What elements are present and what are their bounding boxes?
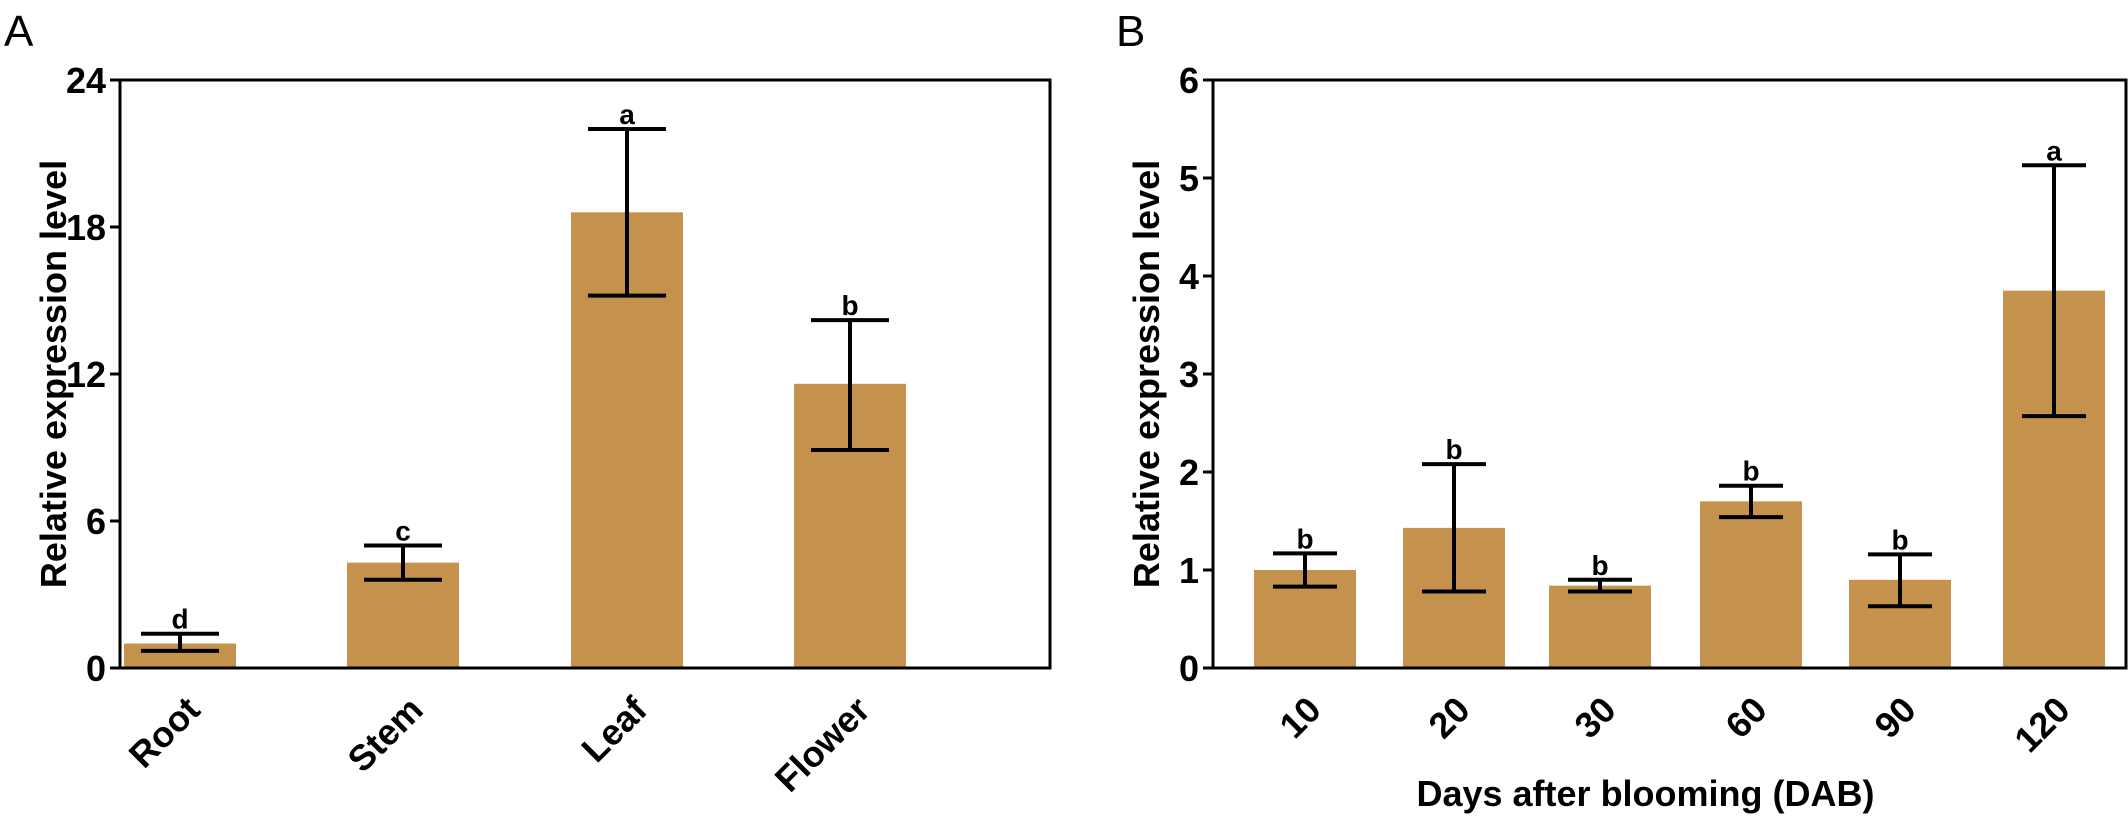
y-tick-label: 12 (66, 354, 106, 395)
y-axis-title: Relative expression level (1126, 160, 1167, 588)
y-tick-label: 6 (1179, 60, 1199, 101)
y-axis-title: Relative expression level (33, 160, 74, 588)
y-tick-label: 24 (66, 60, 106, 101)
panel-a: Ad c a b 0 6 12 18 24 Root Stem Leaf Flower Relative … (4, 7, 1052, 800)
y-tick-label: 1 (1179, 550, 1199, 591)
x-tick-label: 60 (1717, 689, 1774, 746)
x-tick-label: 90 (1866, 689, 1923, 746)
panel-b: Bb b b b b a 0 1 2 3 4 5 6 10 20 30 60 90 120 Relative expr… (1116, 7, 2128, 814)
y-tick-label: 6 (86, 501, 106, 542)
bar (1549, 585, 1651, 668)
x-tick-label: Root (121, 689, 208, 776)
y-tick-label: 3 (1179, 354, 1199, 395)
significance-label: b (1891, 524, 1908, 555)
y-tick-label: 2 (1179, 452, 1199, 493)
y-tick-label: 4 (1179, 256, 1199, 297)
x-tick-label: 120 (2006, 689, 2077, 760)
significance-label: c (395, 516, 411, 547)
significance-label: b (1742, 456, 1759, 487)
x-tick-label: Leaf (573, 688, 655, 770)
x-tick-label: 30 (1566, 689, 1623, 746)
significance-label: b (1591, 550, 1608, 581)
significance-label: b (841, 290, 858, 321)
x-tick-label: 20 (1420, 689, 1477, 746)
y-tick-label: 5 (1179, 158, 1199, 199)
panel-letter: A (4, 7, 34, 56)
y-tick-label: 18 (66, 207, 106, 248)
significance-label: b (1445, 434, 1462, 465)
x-tick-label: Stem (339, 689, 430, 780)
significance-label: a (619, 99, 635, 130)
x-axis-title: Days after blooming (DAB) (1416, 773, 1874, 814)
significance-label: d (171, 604, 188, 635)
y-tick-label: 0 (86, 648, 106, 689)
bar (1700, 501, 1802, 668)
significance-label: b (1296, 523, 1313, 554)
significance-label: a (2046, 135, 2062, 166)
y-tick-label: 0 (1179, 648, 1199, 689)
x-tick-label: 10 (1271, 689, 1328, 746)
x-tick-label: Flower (767, 689, 878, 800)
panel-letter: B (1116, 7, 1145, 56)
